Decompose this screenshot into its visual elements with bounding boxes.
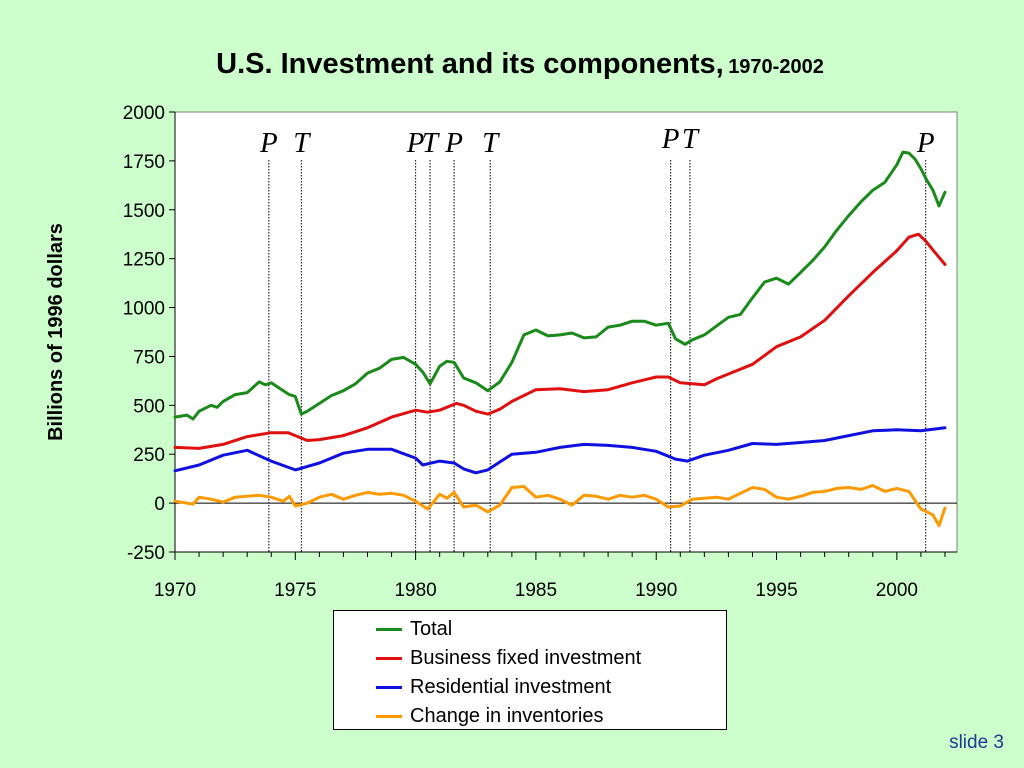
y-tick-label: 250: [133, 445, 165, 466]
legend-swatch: [376, 714, 402, 718]
cycle-marker-label: P: [916, 127, 935, 159]
title-main: U.S. Investment and its components,: [216, 48, 724, 80]
x-tick-label: 1990: [635, 580, 677, 601]
legend-swatch: [376, 656, 402, 660]
x-tick-label: 1980: [394, 580, 436, 601]
y-tick-label: -250: [127, 543, 165, 564]
series-line-2: [173, 426, 947, 475]
title-years: 1970-2002: [728, 56, 824, 78]
legend-swatch: [376, 627, 402, 631]
cycle-marker-label: T: [422, 127, 440, 159]
chart-title: U.S. Investment and its components, 1970…: [0, 48, 1024, 81]
cycle-marker-label: T: [482, 127, 500, 159]
legend-label: Total: [410, 617, 453, 640]
legend-label: Residential investment: [410, 675, 612, 698]
legend: Total Business fixed investment Residentia…: [333, 610, 727, 730]
y-tick-label: 2000: [123, 103, 165, 124]
cycle-marker-label: T: [293, 127, 311, 159]
y-axis-label: Billions of 1996 dollars: [45, 223, 67, 441]
legend-label: Change in inventories: [410, 704, 604, 727]
legend-item: Residential investment: [376, 673, 611, 701]
series-line-3: [173, 484, 947, 528]
cycle-marker-label: P: [661, 123, 680, 155]
slide-number: slide 3: [949, 732, 1004, 753]
series-line-0: [173, 150, 947, 421]
y-tick-label: 1500: [123, 201, 165, 222]
cycle-marker-label: P: [444, 127, 463, 159]
cycle-marker-label: P: [259, 127, 278, 159]
legend-label: Business fixed investment: [410, 646, 642, 669]
legend-item: Total: [376, 615, 452, 643]
y-tick-label: 1750: [123, 152, 165, 173]
y-tick-label: 0: [154, 494, 165, 515]
legend-item: Change in inventories: [376, 702, 603, 730]
cycle-marker-label: P: [406, 127, 425, 159]
x-tick-label: 1985: [515, 580, 557, 601]
legend-item: Business fixed investment: [376, 644, 641, 672]
x-tick-label: 1995: [755, 580, 797, 601]
x-tick-label: 1975: [274, 580, 316, 601]
plot-area: [174, 111, 958, 553]
legend-swatch: [376, 685, 402, 689]
y-tick-label: 750: [133, 347, 165, 368]
y-tick-label: 500: [133, 396, 165, 417]
y-tick-label: 1250: [123, 250, 165, 271]
series-line-1: [173, 232, 947, 450]
x-tick-label: 2000: [876, 580, 918, 601]
x-tick-label: 1970: [154, 580, 196, 601]
y-tick-label: 1000: [123, 299, 165, 320]
cycle-marker-label: T: [682, 123, 700, 155]
